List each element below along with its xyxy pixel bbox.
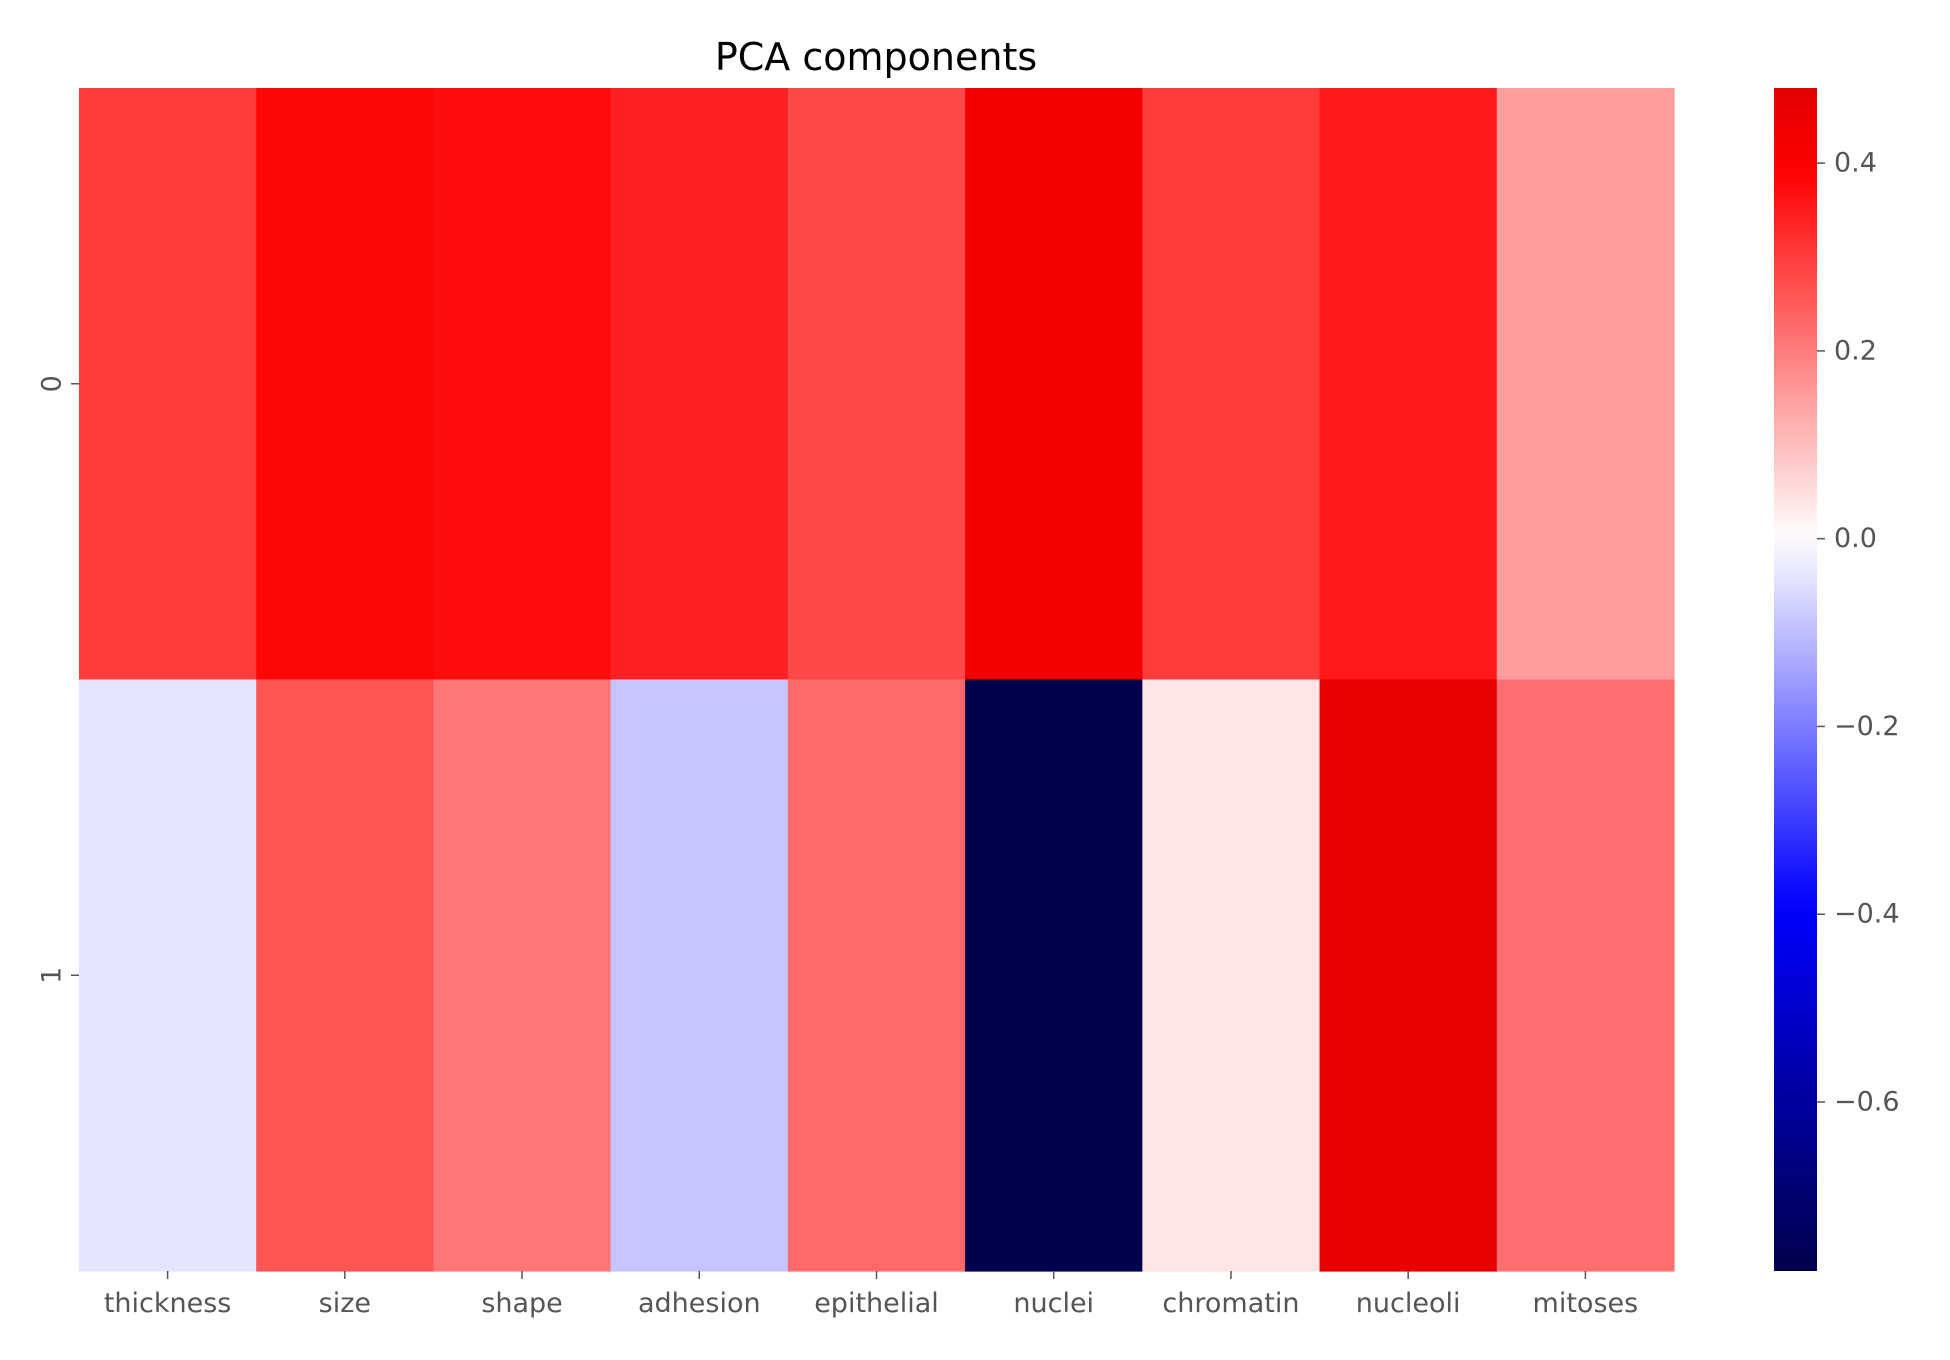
colorbar-tick-label: −0.4	[1834, 899, 1900, 930]
x-tick-label: epithelial	[814, 1288, 939, 1319]
colorbar-tick-label: −0.2	[1834, 711, 1900, 742]
chart-title: PCA components	[715, 35, 1037, 79]
heatmap-cell	[787, 88, 966, 681]
heatmap-cells	[79, 88, 1675, 1272]
colorbar	[1774, 88, 1817, 1271]
x-tick-label: nucleoli	[1356, 1288, 1461, 1319]
x-tick-label: mitoses	[1533, 1288, 1639, 1319]
heatmap-cell	[79, 679, 257, 1272]
x-tick-label: adhesion	[638, 1288, 761, 1319]
heatmap-cell	[79, 88, 257, 681]
heatmap-cell	[1319, 679, 1498, 1272]
heatmap-cell	[1496, 679, 1675, 1272]
heatmap-cell	[965, 88, 1143, 681]
heatmap-cell	[610, 88, 789, 681]
heatmap-cell	[433, 679, 612, 1272]
y-tick-label: 1	[37, 967, 68, 984]
colorbar-axis: 0.4 0.2 0.0 −0.2 −0.4 −0.6	[1817, 148, 1900, 1118]
x-tick-label: chromatin	[1162, 1288, 1299, 1319]
colorbar-tick-label: 0.2	[1834, 335, 1877, 366]
heatmap-cell	[787, 679, 966, 1272]
colorbar-tick-label: −0.6	[1834, 1087, 1900, 1118]
heatmap-cell	[610, 679, 789, 1272]
y-tick-label: 0	[37, 375, 68, 392]
heatmap-cell	[256, 88, 435, 681]
heatmap-cell	[1496, 88, 1675, 681]
heatmap-cell	[1319, 88, 1498, 681]
colorbar-tick-label: 0.0	[1834, 523, 1877, 554]
x-tick-label: shape	[481, 1288, 562, 1319]
x-axis: thickness size shape adhesion epithelial nucl…	[104, 1271, 1638, 1319]
colorbar-tick-label: 0.4	[1834, 148, 1877, 179]
y-axis: 01	[37, 375, 79, 984]
heatmap-cell	[433, 88, 612, 681]
x-tick-label: size	[319, 1288, 371, 1319]
x-tick-label: nuclei	[1013, 1288, 1094, 1319]
heatmap-cell	[965, 679, 1143, 1272]
heatmap-cell	[1142, 679, 1321, 1272]
x-tick-label: thickness	[104, 1288, 232, 1319]
heatmap-cell	[1142, 88, 1321, 681]
heatmap-cell	[256, 679, 435, 1272]
